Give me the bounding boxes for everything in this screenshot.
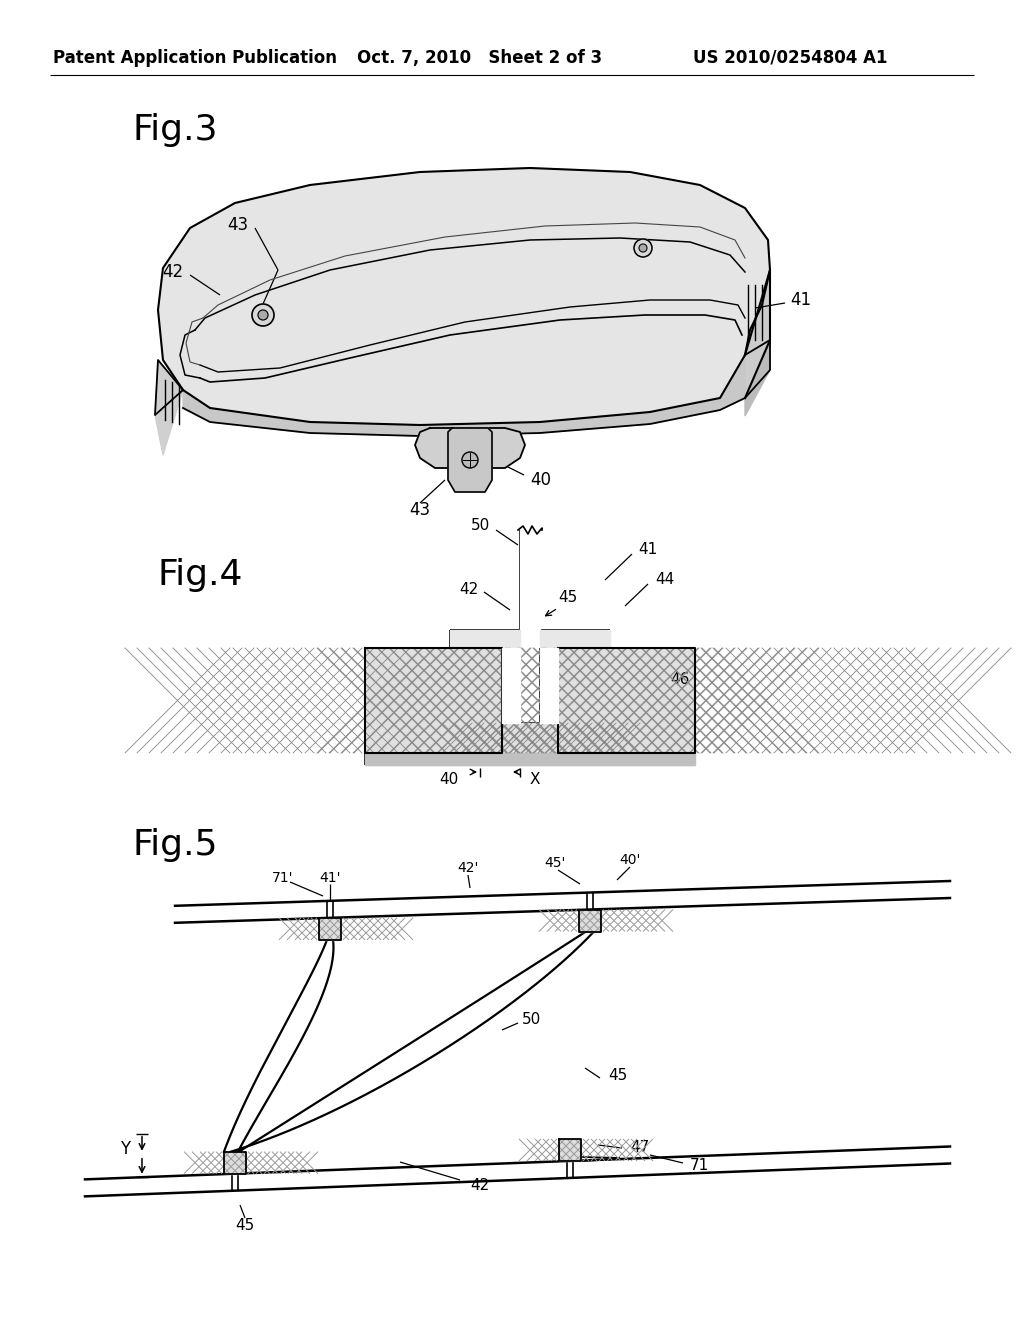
Text: Oct. 7, 2010   Sheet 2 of 3: Oct. 7, 2010 Sheet 2 of 3: [357, 49, 602, 67]
Text: 44: 44: [655, 573, 674, 587]
Text: 46: 46: [670, 672, 689, 688]
Polygon shape: [745, 271, 770, 399]
Text: 50: 50: [522, 1012, 542, 1027]
Text: 42: 42: [470, 1177, 489, 1192]
Polygon shape: [365, 648, 502, 752]
Text: 42': 42': [458, 861, 478, 875]
Circle shape: [639, 244, 647, 252]
Polygon shape: [540, 648, 558, 723]
Circle shape: [252, 304, 274, 326]
Polygon shape: [559, 1139, 581, 1162]
Polygon shape: [183, 355, 745, 436]
Text: X: X: [530, 772, 541, 788]
Polygon shape: [540, 630, 610, 648]
Polygon shape: [520, 531, 540, 630]
Text: 45: 45: [236, 1217, 255, 1233]
Text: 71: 71: [690, 1158, 710, 1172]
Polygon shape: [158, 168, 770, 425]
Polygon shape: [415, 428, 525, 469]
Text: 43: 43: [227, 216, 248, 234]
Polygon shape: [450, 630, 520, 648]
Text: 50: 50: [471, 517, 490, 532]
Polygon shape: [558, 648, 695, 752]
Text: US 2010/0254804 A1: US 2010/0254804 A1: [693, 49, 887, 67]
Text: Fig.4: Fig.4: [158, 558, 243, 591]
Polygon shape: [155, 360, 183, 455]
Text: Fig.5: Fig.5: [132, 828, 218, 862]
Text: 47: 47: [630, 1140, 649, 1155]
Circle shape: [258, 310, 268, 319]
Polygon shape: [224, 1151, 246, 1173]
Polygon shape: [502, 723, 558, 752]
Polygon shape: [745, 341, 770, 416]
Text: 45': 45': [545, 855, 565, 870]
Text: 42: 42: [459, 582, 478, 598]
Text: 41: 41: [638, 543, 657, 557]
Text: 40: 40: [438, 772, 458, 788]
Text: Fig.3: Fig.3: [132, 114, 218, 147]
Text: 41: 41: [790, 290, 811, 309]
Polygon shape: [579, 909, 601, 932]
Text: Patent Application Publication: Patent Application Publication: [53, 49, 337, 67]
Polygon shape: [319, 917, 341, 940]
Polygon shape: [365, 752, 695, 766]
Polygon shape: [449, 428, 492, 492]
Circle shape: [634, 239, 652, 257]
Text: 40': 40': [620, 853, 641, 867]
Text: 45: 45: [558, 590, 578, 606]
Circle shape: [462, 451, 478, 469]
Polygon shape: [502, 648, 520, 723]
Text: 71': 71': [272, 871, 294, 884]
Text: 40: 40: [530, 471, 551, 488]
Text: 42: 42: [162, 263, 183, 281]
Text: 43: 43: [410, 502, 430, 519]
Text: Y: Y: [120, 1139, 130, 1158]
Text: 45: 45: [608, 1068, 628, 1082]
Text: 41': 41': [319, 871, 341, 884]
